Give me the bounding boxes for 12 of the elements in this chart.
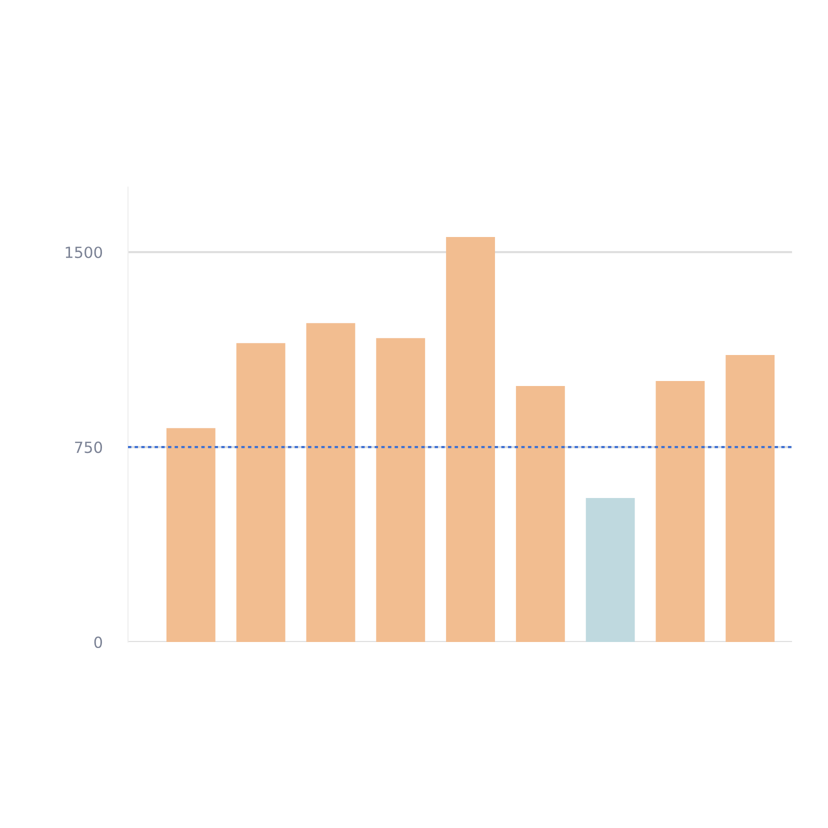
y-tick-label: 750 <box>75 442 102 454</box>
bar <box>586 498 635 642</box>
bar <box>236 343 286 642</box>
bar <box>376 338 426 642</box>
bar <box>516 386 565 642</box>
bar <box>306 323 356 642</box>
bar <box>446 237 495 642</box>
y-tick-label: 0 <box>94 636 102 648</box>
y-tick-label: 1500 <box>66 246 102 258</box>
bar <box>656 381 705 642</box>
bar <box>166 428 216 642</box>
bar <box>726 355 775 642</box>
